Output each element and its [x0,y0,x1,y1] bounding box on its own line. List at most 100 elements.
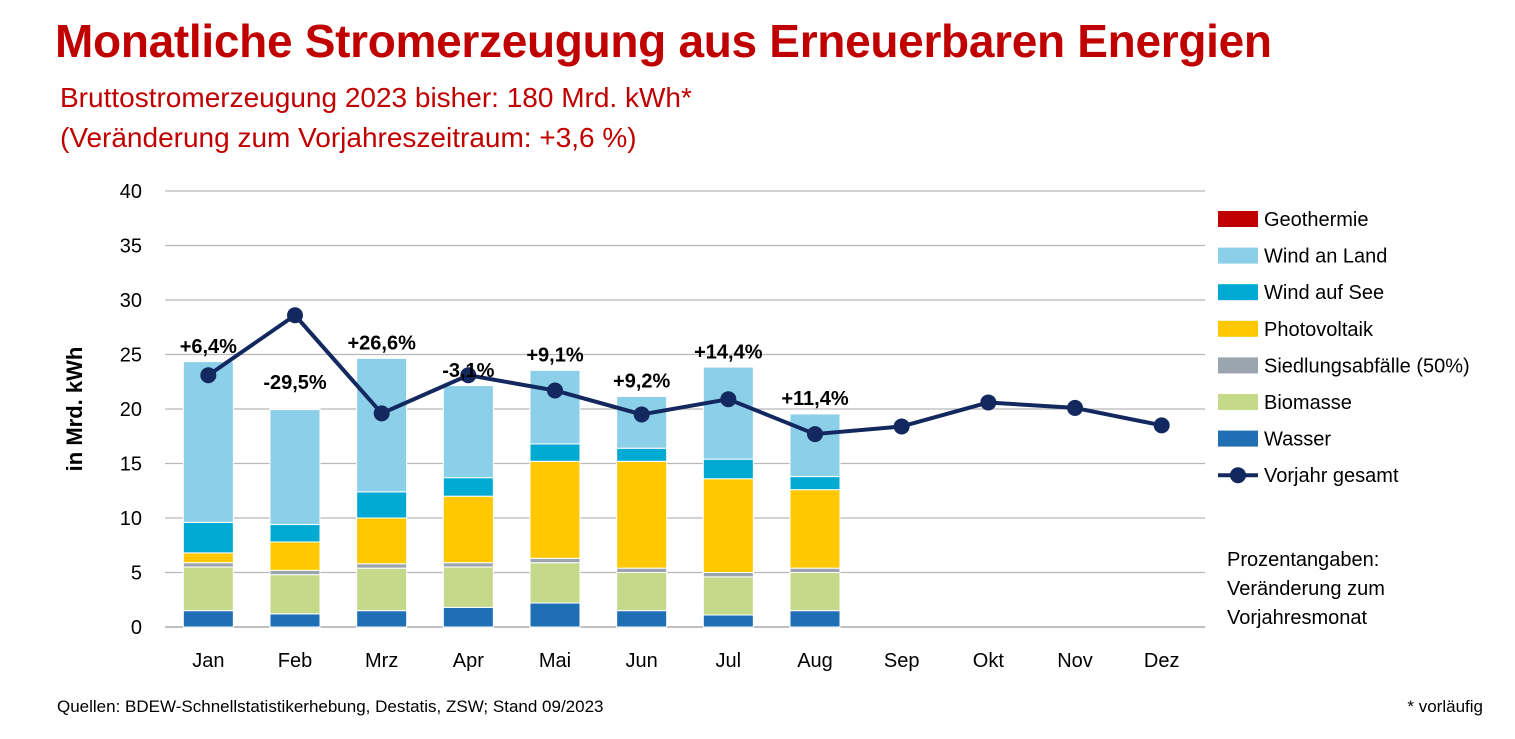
x-tick-label: Mrz [365,650,398,672]
y-tick-label: 25 [120,345,142,367]
bar-segment [182,562,234,568]
bar-percent-label: +26,6% [347,333,416,355]
bar-segment [442,384,494,479]
bar-segment [529,562,581,604]
bar-segment [356,610,408,628]
bar-segment [789,572,841,612]
bar-segment [702,458,754,480]
chart-subtitle-change: (Veränderung zum Vorjahreszeitraum: +3,6… [60,122,637,153]
bar-segment [182,610,234,628]
line-point [893,418,910,435]
x-tick-label: Jun [626,650,658,672]
bar-percent-label: +9,1% [526,345,583,367]
chart-subtitle-total: Bruttostromerzeugung 2023 bisher: 180 Mr… [60,82,692,113]
x-tick-label: Dez [1144,650,1180,672]
line-point [807,426,823,443]
bar-segment [442,495,494,564]
bar-segment [269,541,321,571]
bar-segment [616,447,668,462]
bar-segment [182,360,234,523]
bar-segment [529,460,581,559]
bar-segment [442,566,494,608]
line-point [1067,399,1083,416]
x-tick-label: Feb [278,650,312,672]
legend-label: Wind an Land [1264,246,1387,268]
bar-segment [182,360,234,363]
legend-line-marker [1230,467,1246,484]
bar-segment [702,572,754,578]
bar-segment [789,489,841,569]
x-tick-label: Sep [884,650,920,672]
line-point [980,394,997,411]
percent-note-line: Prozentangaben: [1227,549,1380,571]
bar-segment [182,552,234,564]
bar-segment [269,574,321,615]
line-point [1153,417,1170,434]
x-tick-label: Jul [716,650,742,672]
footnote: * vorläufig [1407,697,1483,716]
line-point [373,405,390,422]
bar-segment [789,412,841,415]
y-tick-label: 35 [120,236,142,258]
legend-label: Photovoltaik [1264,319,1374,341]
bar-segment [702,614,754,628]
legend-label: Geothermie [1264,209,1369,231]
bar-segment [269,524,321,543]
legend-swatch [1218,394,1258,410]
y-tick-label: 40 [120,181,142,203]
bar-segment [182,521,234,554]
bar-segment [356,357,408,359]
legend-label: Biomasse [1264,392,1352,414]
bar-segment [789,610,841,628]
bar-segment [702,365,754,460]
percent-note-line: Veränderung zum [1227,578,1385,600]
legend-label: Wind auf See [1264,282,1384,304]
x-tick-label: Jan [192,650,224,672]
bar-segment [356,357,408,493]
bar-segment [702,576,754,616]
bar-segment [356,563,408,569]
bar-segment [616,567,668,574]
percent-note: Prozentangaben: Veränderung zum Vorjahre… [1227,546,1457,633]
bar-percent-label: +14,4% [694,341,763,363]
bar-segment [529,443,581,462]
legend-label: Siedlungsabfälle (50%) [1264,355,1470,377]
y-tick-label: 30 [120,290,142,312]
bar-segment [269,613,321,628]
bar-segment [702,365,754,368]
line-point [547,382,563,399]
percent-note-line: Vorjahresmonat [1227,607,1368,629]
y-tick-label: 15 [120,454,142,476]
y-tick-label: 5 [131,563,142,585]
bar-segment [529,369,581,371]
bar-percent-label: +11,4% [781,388,849,410]
x-tick-label: Okt [973,650,1005,672]
bar-percent-label: -3,1% [442,360,494,382]
legend-label: Vorjahr gesamt [1264,465,1399,487]
source-note: Quellen: BDEW-Schnellstatistikerhebung, … [57,697,604,716]
bar-segment [616,460,668,569]
bar-segment [789,567,841,574]
line-point [200,367,217,384]
x-tick-label: Nov [1057,650,1093,672]
line-point [287,307,303,324]
y-tick-label: 20 [120,399,142,421]
legend-label: Wasser [1264,429,1331,451]
bar-segment [529,557,581,564]
bar-segment [269,408,321,526]
legend-swatch [1218,211,1258,227]
bar-percent-label: +6,4% [180,336,237,358]
y-axis-label: in Mrd. kWh [62,347,87,472]
bar-percent-label: +9,2% [613,371,670,393]
bar-segment [269,408,321,411]
line-point [460,367,477,384]
bar-segment [269,569,321,576]
bar-segment [356,517,408,565]
legend-swatch [1218,247,1258,264]
y-tick-label: 0 [131,617,142,639]
chart-title: Monatliche Stromerzeugung aus Erneuerbar… [55,15,1272,67]
bar-percent-label: -29,5% [263,372,327,394]
line-point [720,391,737,408]
bar-segment [442,477,494,497]
